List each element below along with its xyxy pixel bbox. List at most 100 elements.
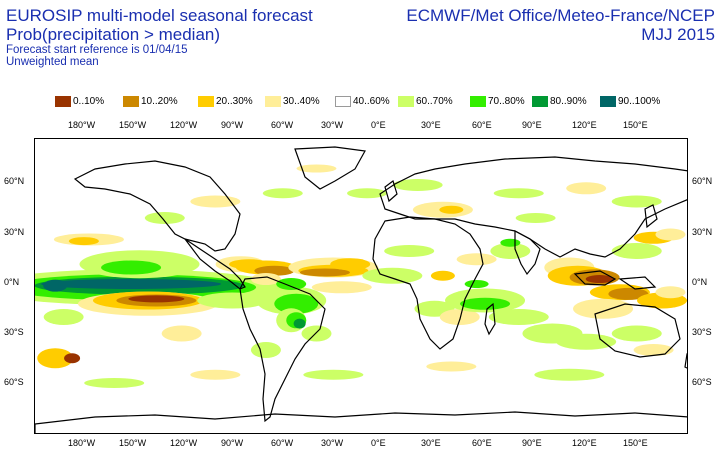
lon-tick-label: 150°W xyxy=(119,120,147,130)
probability-patch xyxy=(490,243,531,259)
coastline xyxy=(372,216,484,350)
lon-tick-label: 90°E xyxy=(522,438,542,448)
probability-patch xyxy=(197,292,268,309)
lon-tick-label: 0°E xyxy=(371,120,386,130)
lat-tick-label: 60°N xyxy=(692,176,713,186)
lon-tick-label: 120°E xyxy=(572,120,597,130)
probability-patch xyxy=(274,293,319,314)
legend-label: 60..70% xyxy=(416,95,453,107)
coastline xyxy=(379,156,687,258)
header-right: ECMWF/Met Office/Meteo-France/NCEP MJJ 2… xyxy=(406,6,715,44)
probability-patch xyxy=(534,368,605,381)
legend-item: 60..70% xyxy=(398,94,453,108)
lon-tick-label: 30°W xyxy=(321,438,344,448)
probability-patch xyxy=(299,268,350,277)
mean-type: Unweighted mean xyxy=(6,56,99,68)
legend-swatch xyxy=(532,95,548,107)
lon-tick-label: 60°E xyxy=(472,438,492,448)
probability-patch xyxy=(84,378,145,388)
probability-patch xyxy=(439,309,480,325)
probability-patch xyxy=(392,179,443,191)
probability-patch xyxy=(144,212,185,224)
probability-patch xyxy=(655,228,686,241)
lat-tick-label: 30°N xyxy=(4,227,25,237)
legend-swatch xyxy=(265,95,281,107)
map-panel xyxy=(34,138,688,434)
lon-tick-label: 180°W xyxy=(68,438,96,448)
coastline xyxy=(35,411,687,433)
probability-patch xyxy=(303,369,364,380)
lat-tick-label: 60°S xyxy=(692,377,712,387)
probability-patch xyxy=(585,275,614,284)
probability-patch xyxy=(426,361,477,372)
probability-patch xyxy=(556,333,617,350)
legend-swatch xyxy=(600,95,616,107)
lat-tick-label: 0°N xyxy=(4,277,20,287)
probability-patch xyxy=(633,344,674,356)
legend-item: 90..100% xyxy=(600,94,660,108)
legend-item: 40..60% xyxy=(335,94,390,108)
coastline xyxy=(684,352,687,369)
coastline xyxy=(573,270,617,286)
legend-label: 90..100% xyxy=(618,95,661,107)
probability-patch xyxy=(611,325,662,342)
probability-patch xyxy=(384,245,435,257)
lat-tick-label: 30°S xyxy=(692,327,712,337)
legend-item: 70..80% xyxy=(470,94,525,108)
probability-patch xyxy=(488,309,549,325)
probability-patch xyxy=(64,353,81,364)
probability-patch xyxy=(68,237,99,246)
probability-patch xyxy=(566,182,607,195)
lon-tick-label: 120°E xyxy=(572,438,597,448)
probability-patch xyxy=(456,253,497,266)
lon-tick-label: 30°W xyxy=(321,120,344,130)
legend: 0..10% 10..20% 20..30% 30..40% 40..60% 60..70… xyxy=(55,94,675,108)
legend-label: 40..60% xyxy=(353,95,390,107)
legend-item: 10..20% xyxy=(123,94,178,108)
legend-swatch xyxy=(335,95,351,107)
lon-tick-label: 120°W xyxy=(170,438,198,448)
lat-tick-label: 30°S xyxy=(4,327,24,337)
probability-patch xyxy=(464,280,489,288)
legend-label: 10..20% xyxy=(141,95,178,107)
probability-patch xyxy=(101,260,162,275)
probability-patch xyxy=(573,298,634,319)
probability-patch xyxy=(347,188,388,199)
coastline xyxy=(514,230,541,276)
lon-tick-label: 0°E xyxy=(371,438,386,448)
probability-patch xyxy=(250,342,281,358)
season-label: MJJ 2015 xyxy=(641,25,715,44)
lat-tick-label: 60°S xyxy=(4,377,24,387)
lon-tick-label: 30°E xyxy=(421,120,441,130)
probability-patch xyxy=(43,309,84,325)
probability-patch xyxy=(515,213,556,223)
coastline xyxy=(184,238,246,290)
probability-patch xyxy=(430,270,455,281)
probability-patch xyxy=(276,278,307,290)
lon-tick-label: 150°E xyxy=(623,120,648,130)
legend-item: 30..40% xyxy=(265,94,320,108)
lon-tick-label: 90°E xyxy=(522,120,542,130)
probability-patch xyxy=(128,295,185,303)
probability-patch xyxy=(330,258,371,271)
probability-patch xyxy=(41,279,222,289)
coastline xyxy=(384,180,398,203)
lat-tick-label: 30°N xyxy=(692,227,713,237)
probability-patch xyxy=(611,243,662,259)
probability-patch xyxy=(655,286,686,299)
lon-tick-label: 60°W xyxy=(271,120,294,130)
centres-label: ECMWF/Met Office/Meteo-France/NCEP xyxy=(406,6,715,25)
coastline xyxy=(239,276,326,423)
probability-patch xyxy=(362,267,423,284)
legend-item: 0..10% xyxy=(55,94,104,108)
map-title: EUROSIP multi-model seasonal forecast xyxy=(6,6,313,25)
legend-label: 80..90% xyxy=(550,95,587,107)
legend-swatch xyxy=(55,95,71,107)
probability-patch xyxy=(161,325,202,342)
header-left: EUROSIP multi-model seasonal forecast Pr… xyxy=(6,6,313,68)
probability-patch xyxy=(500,238,521,247)
lon-tick-label: 180°W xyxy=(68,120,96,130)
lon-tick-label: 120°W xyxy=(170,120,198,130)
probability-patch xyxy=(293,318,306,329)
forecast-map xyxy=(35,146,687,433)
